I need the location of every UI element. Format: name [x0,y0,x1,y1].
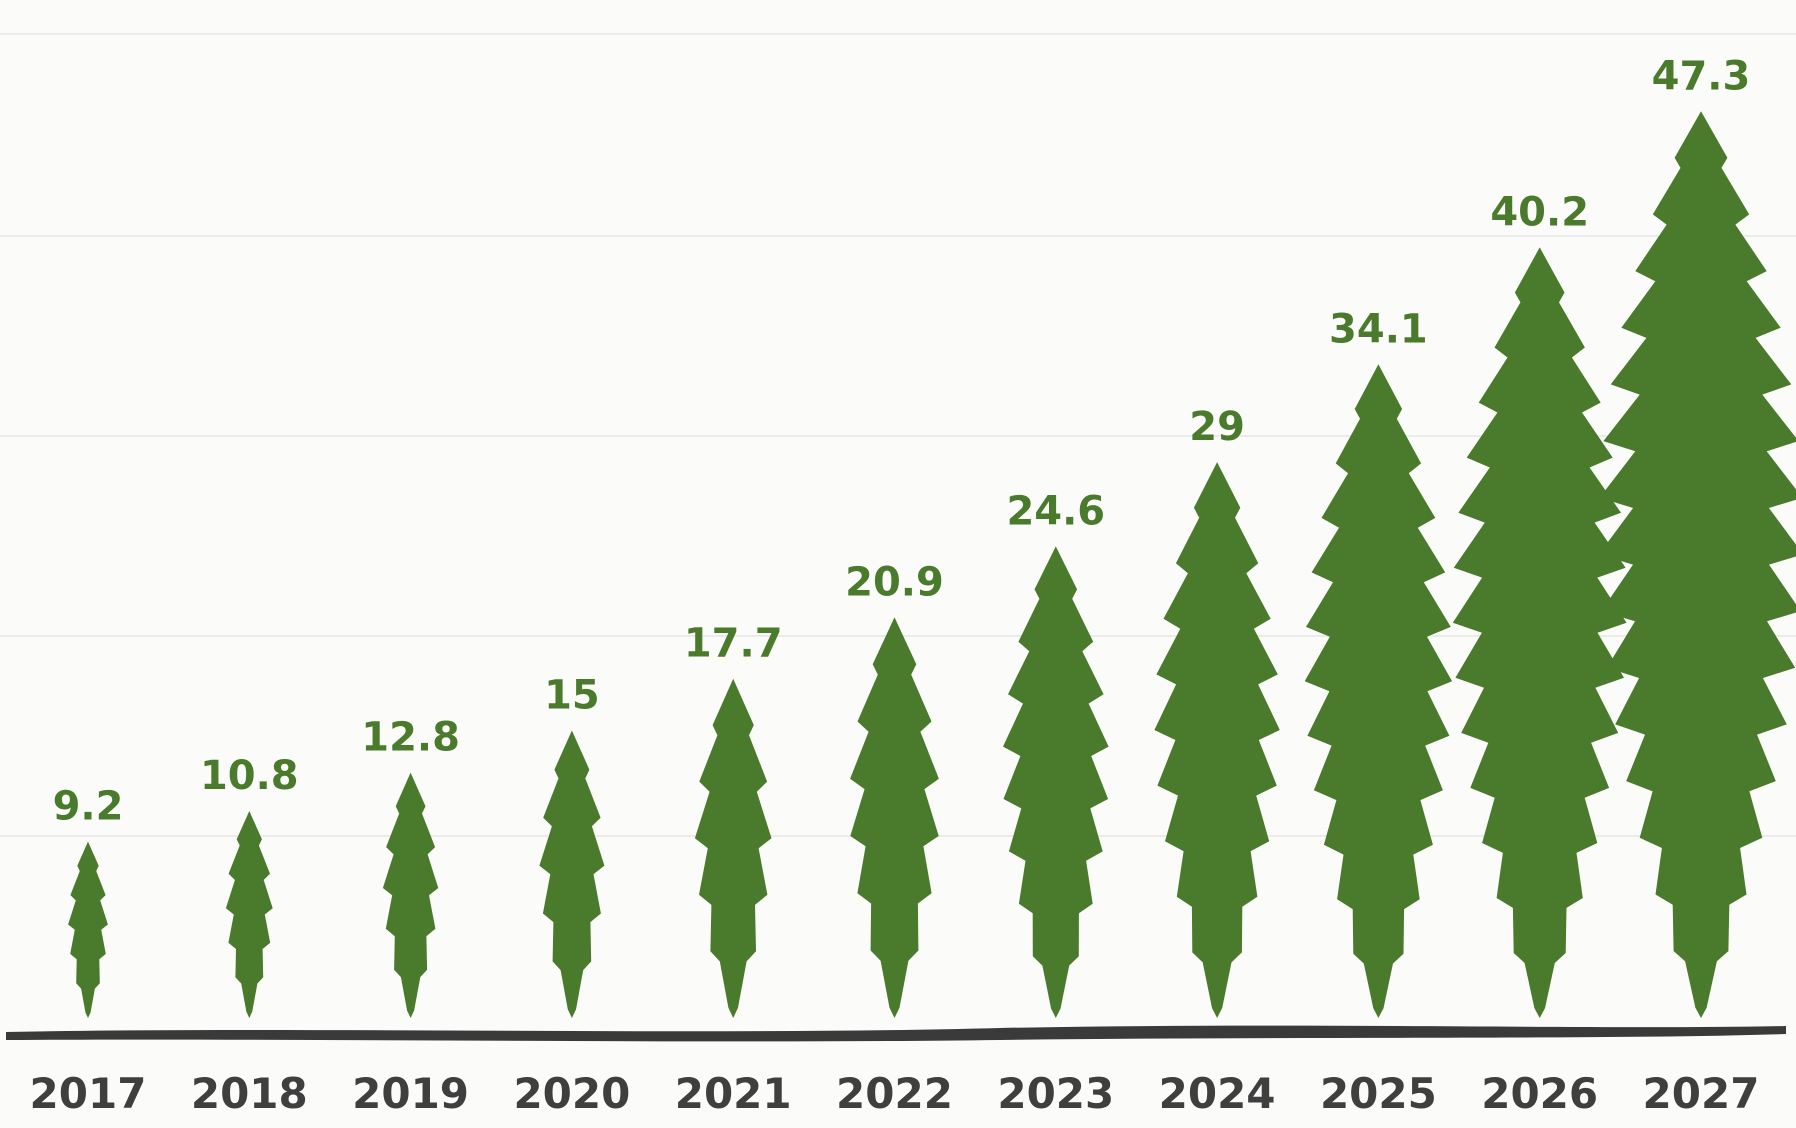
leaf-bar-2023 [1003,546,1109,1018]
value-label: 20.9 [845,559,944,605]
value-label: 12.8 [361,715,460,761]
leaf-bar-2020 [539,730,605,1018]
leaf-marks [68,111,1796,1019]
leaf-bar-2019 [382,772,439,1018]
value-label: 47.3 [1652,53,1751,99]
category-label: 2026 [1481,1069,1598,1118]
value-label: 24.6 [1006,488,1105,534]
category-label: 2023 [997,1069,1114,1118]
category-label: 2017 [30,1069,147,1118]
leaf-bar-2022 [850,617,939,1018]
category-labels: 2017 2018 2019 2020 2021 2022 2023 2024 2025 2026… [30,1069,1760,1118]
category-label: 2027 [1643,1069,1760,1118]
category-label: 2018 [191,1069,308,1118]
leaf-bar-2027 [1598,111,1796,1018]
leaf-bar-2021 [694,678,772,1018]
leaf-bar-2017 [68,841,108,1018]
leaf-bar-2024 [1154,462,1280,1019]
leaf-bar-2026 [1452,247,1627,1018]
value-label: 9.2 [53,784,124,830]
leaf-bar-2018 [225,811,273,1018]
baseline [6,1025,1786,1042]
value-label: 15 [544,672,600,718]
value-label: 17.7 [684,621,783,667]
value-label: 10.8 [200,753,299,799]
value-label: 34.1 [1329,306,1428,352]
category-label: 2021 [675,1069,792,1118]
category-label: 2025 [1320,1069,1437,1118]
value-label: 29 [1189,404,1245,450]
value-label: 40.2 [1490,189,1589,235]
value-labels: 9.2 10.8 12.8 15 17.7 20.9 24.6 29 34.1 40.2 47.3 [53,53,1751,829]
category-label: 2020 [513,1069,630,1118]
leaf-bar-2025 [1304,364,1453,1018]
category-label: 2022 [836,1069,953,1118]
category-label: 2024 [1159,1069,1276,1118]
category-label: 2019 [352,1069,469,1118]
